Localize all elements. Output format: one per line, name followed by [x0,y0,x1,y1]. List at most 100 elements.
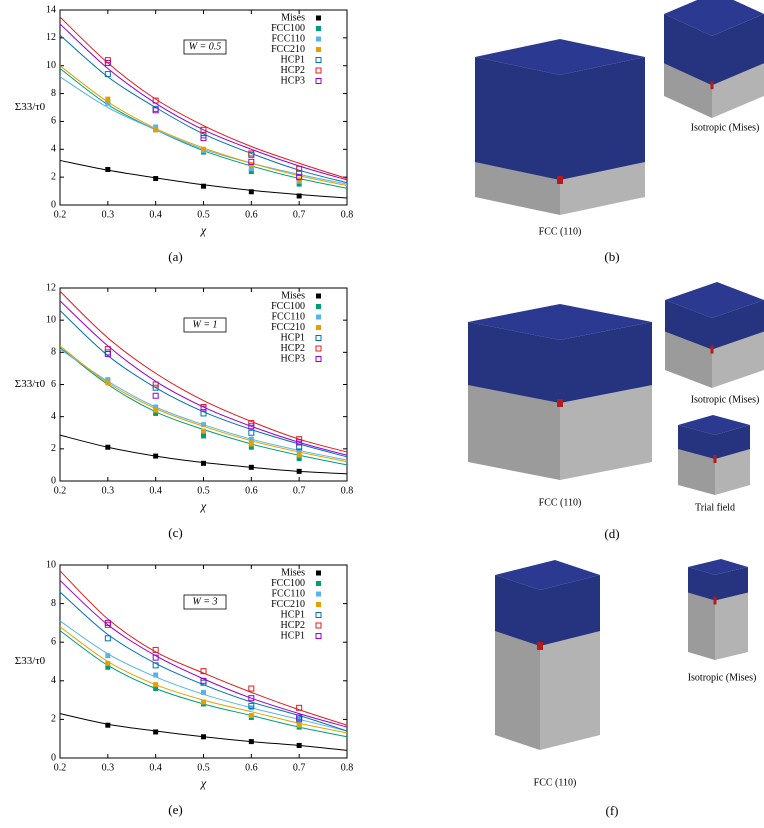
legend-marker [316,314,321,320]
legend-label: FCC110 [271,588,305,599]
y-tick-label: 8 [51,598,56,609]
series-line [59,713,348,751]
series-line [59,591,348,732]
render-top [678,415,750,435]
data-point [248,436,254,442]
y-tick-label: 4 [51,411,56,422]
y-axis-label: Σ33/τ0 [15,101,46,113]
data-point [105,380,111,386]
caption: Isotropic (Mises) [688,672,757,683]
data-point [248,695,255,702]
data-point [152,646,159,653]
caption: Trial field [695,502,735,513]
annotation-box [183,317,227,333]
data-point [200,126,207,133]
y-tick-label: 6 [51,379,56,390]
data-point [201,183,206,189]
legend-marker [315,335,322,341]
data-point [104,71,111,78]
data-point [248,158,255,165]
data-point [105,96,111,102]
render-blue [688,567,748,601]
data-point [201,422,206,428]
x-tick-label: 0.8 [341,485,354,496]
data-point [296,704,303,711]
data-point [296,447,302,453]
legend-label: HCP1 [281,609,305,620]
x-tick-label: 0.7 [293,485,306,496]
data-point [248,423,255,430]
data-point [153,686,159,692]
y-tick-label: 8 [51,347,56,358]
legend-marker [315,345,322,352]
annotation-box [183,39,227,55]
x-tick-label: 0.6 [245,209,258,220]
data-point [296,193,302,199]
render-top [495,560,600,590]
series-line [59,570,348,726]
annotation: W = 3 [192,596,217,607]
data-point [296,714,303,721]
data-point [105,377,111,383]
x-tick-label: 0.2 [54,762,67,773]
series-line [59,23,348,181]
legend-label: FCC210 [271,599,305,610]
caption: FCC (110) [539,226,582,237]
legend-marker [315,57,322,63]
data-point [248,169,254,175]
data-point [152,384,159,391]
render-blue [678,425,750,459]
series-line [59,310,348,458]
legend-marker [316,591,321,597]
caption: Isotropic (Mises) [691,394,760,405]
data-point [105,664,111,670]
legend-label: FCC210 [271,44,305,55]
x-tick-label: 0.8 [341,209,354,220]
legend-label: FCC110 [271,311,305,322]
data-point [296,169,303,176]
legend-label: FCC100 [271,23,305,34]
data-point [201,689,206,695]
data-point [248,702,255,709]
data-point [105,166,111,172]
legend-label: Mises [281,290,305,301]
caption: FCC (110) [534,777,577,788]
y-axis-label: Σ33/τ0 [15,378,46,390]
data-point [296,174,303,181]
annotation-box [183,594,227,610]
x-tick-label: 0.3 [102,485,115,496]
panel-label: (e) [168,802,182,817]
data-point [200,677,207,684]
render-blue [665,300,764,350]
data-point [201,734,206,740]
data-point [296,722,302,728]
x-tick-label: 0.4 [149,762,162,773]
x-axis-label: χ [200,223,207,237]
legend-marker [316,26,321,31]
x-tick-label: 0.3 [102,209,115,220]
legend-marker [316,304,321,309]
data-point [105,660,111,666]
legend-marker [315,622,322,629]
legend-label: Mises [281,567,305,578]
data-point [248,685,255,692]
x-tick-label: 0.2 [54,209,67,220]
x-tick-label: 0.3 [102,762,115,773]
data-point [153,124,159,130]
data-point [152,381,159,388]
render-top [664,0,764,36]
legend-label: HCP3 [281,75,305,86]
y-tick-label: 4 [51,675,56,686]
plot-frame [59,287,348,482]
x-tick-label: 0.5 [197,485,210,496]
caption: Isotropic (Mises) [691,122,760,133]
data-point [296,455,302,461]
x-tick-label: 0.8 [341,762,354,773]
data-point [153,682,159,688]
data-point [105,722,111,728]
data-point [248,189,254,195]
data-point [201,433,206,439]
annotation: W = 1 [192,319,217,330]
data-point [296,436,303,443]
